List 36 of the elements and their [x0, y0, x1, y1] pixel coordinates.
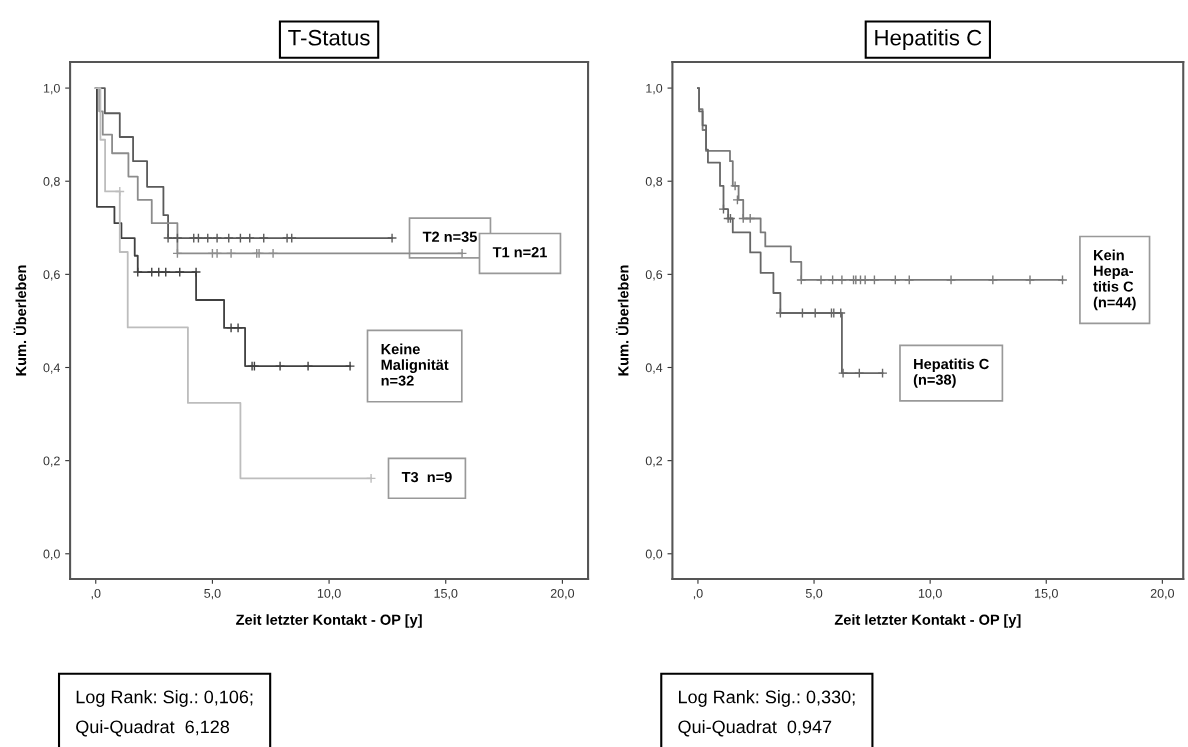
x-axis-title: Zeit letzter Kontakt - OP [y]	[236, 614, 422, 628]
y-tick-label: 1,0	[646, 83, 663, 95]
chart-title: Hepatitis C	[875, 29, 982, 50]
y-tick-label: 0,8	[43, 177, 60, 188]
x-tick-label: 10,0	[918, 588, 942, 600]
x-tick-label: 20,0	[1150, 588, 1175, 600]
y-tick-label: 0,0	[645, 549, 663, 560]
x-tick-label: 15,0	[1035, 588, 1058, 600]
text: Kein Hepa- titis C (n=44)	[1093, 249, 1136, 311]
text: T2 n=35	[422, 231, 477, 242]
y-tick-label: 0,6	[43, 270, 60, 281]
text: T1 n=21	[492, 246, 547, 258]
x-tick-label: ,0	[693, 588, 703, 600]
chart-title: T-Status	[288, 29, 370, 46]
x-tick-label: 5,0	[805, 588, 823, 600]
y-axis-title: Kum. Überleben	[615, 265, 629, 376]
x-tick-label: 10,0	[317, 588, 341, 600]
y-tick-label: 0,6	[645, 270, 663, 281]
y-tick-label: 0,0	[43, 549, 60, 560]
y-tick-label: 0,8	[645, 177, 663, 188]
x-tick-label: 5,0	[204, 588, 221, 600]
y-axis-title: Kum. Überleben	[13, 265, 27, 376]
x-tick-label: ,0	[91, 588, 101, 600]
y-tick-label: 0,2	[43, 456, 60, 467]
text: Hepatitis C (n=38)	[913, 358, 989, 388]
x-tick-label: 15,0	[434, 588, 458, 600]
x-tick-label: 20,0	[550, 588, 575, 600]
y-tick-label: 0,4	[43, 363, 61, 374]
y-tick-label: 0,4	[645, 363, 663, 374]
text: Keine Malignität n=32	[381, 343, 449, 386]
text: Log Rank: Sig.: 0,106; Qui-Quadrat 6,128	[76, 690, 253, 737]
x-axis-title: Zeit letzter Kontakt - OP [y]	[834, 614, 1021, 628]
y-tick-label: 0,2	[645, 456, 663, 467]
y-tick-label: 1,0	[43, 83, 60, 95]
text: T3 n=9	[401, 471, 452, 483]
text: Log Rank: Sig.: 0,330; Qui-Quadrat 0,947	[678, 690, 855, 737]
